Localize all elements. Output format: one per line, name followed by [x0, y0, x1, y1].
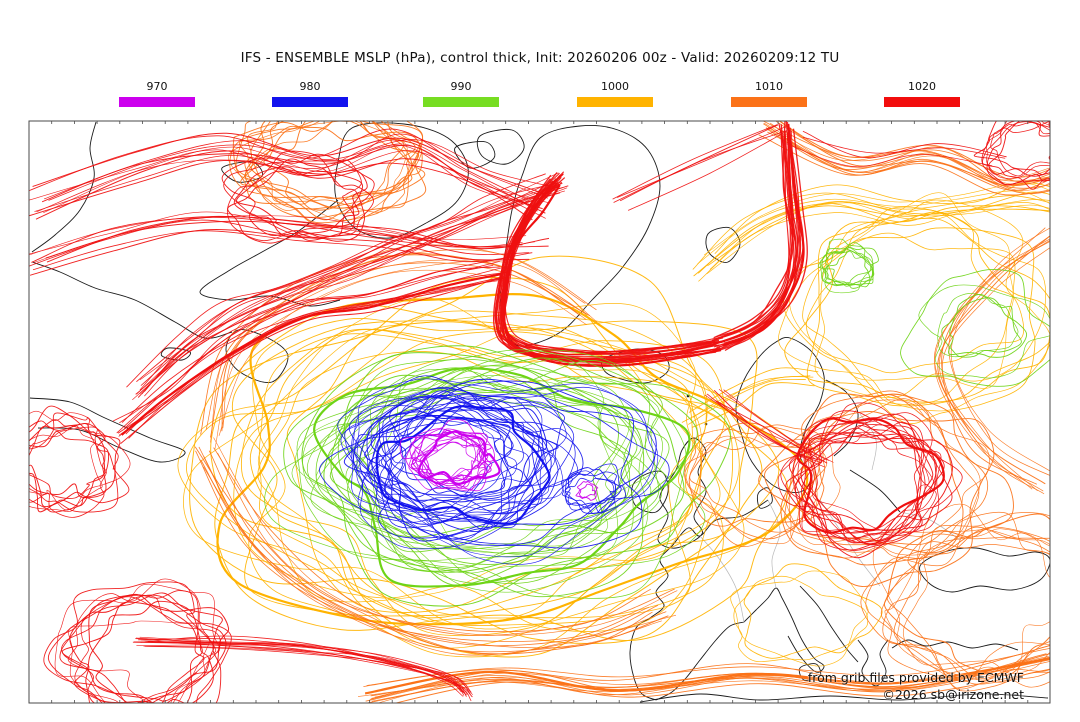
- legend-swatch-1010: [731, 97, 807, 107]
- credit-copyright: ©2026 sb@irizone.net: [882, 687, 1024, 702]
- legend-label-980: 980: [299, 80, 321, 93]
- contour-bundles-990: [264, 238, 1050, 607]
- credit-ecmwf: from grib files provided by ECMWF: [807, 670, 1024, 685]
- legend-swatch-980: [272, 97, 348, 107]
- map-content: [29, 121, 1050, 703]
- legend-swatch-970: [119, 97, 195, 107]
- legend-label-990: 990: [450, 80, 472, 93]
- contour-bundles-980: [319, 375, 670, 565]
- page-title: IFS - ENSEMBLE MSLP (hPa), control thick…: [240, 50, 840, 66]
- contour-bundles-1020: [29, 121, 1050, 703]
- legend-swatch-990: [423, 97, 499, 107]
- pressure-legend: 970 980 990 1000 1010 1020: [0, 78, 1080, 110]
- legend-label-970: 970: [146, 80, 168, 93]
- legend-label-1020: 1020: [908, 80, 936, 93]
- contour-bundles-970: [399, 418, 599, 501]
- legend-label-1010: 1010: [755, 80, 783, 93]
- country-borders: [699, 413, 961, 623]
- map-frame: [28, 120, 1051, 704]
- contour-bundles-1010: [194, 121, 1050, 703]
- legend-swatch-1000: [577, 97, 653, 107]
- coastlines: [29, 121, 1050, 703]
- legend-swatch-1020: [884, 97, 960, 107]
- legend-label-1000: 1000: [601, 80, 629, 93]
